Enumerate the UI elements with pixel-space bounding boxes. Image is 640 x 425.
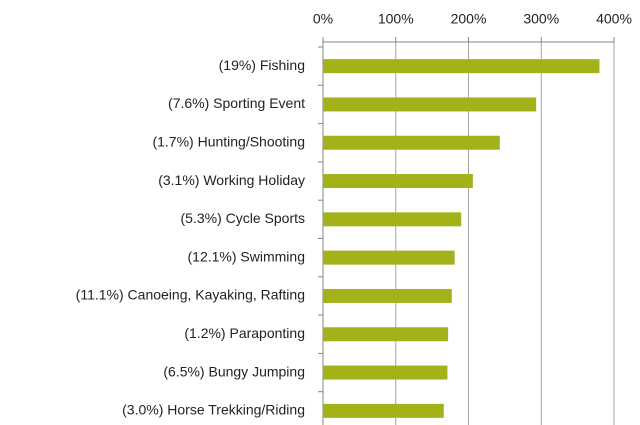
y-tick-label: (5.3%) Cycle Sports [181,210,305,226]
bar [323,403,444,418]
x-tick-label: 200% [451,11,487,27]
x-tick-label: 300% [523,11,559,27]
y-tick-label: (11.1%) Canoeing, Kayaking, Rafting [76,287,305,303]
y-tick-label: (3.1%) Working Holiday [158,172,305,188]
bar [323,97,537,112]
bar [323,212,462,227]
y-tick-label: (7.6%) Sporting Event [168,95,305,111]
bar [323,327,449,342]
y-tick-label: (3.0%) Horse Trekking/Riding [122,402,305,418]
y-tick-label: (1.7%) Hunting/Shooting [152,133,305,149]
y-tick-label: (6.5%) Bungy Jumping [163,363,305,379]
y-tick-label: (19%) Fishing [219,57,305,73]
y-tick-label: (12.1%) Swimming [188,248,305,264]
y-tick-label: (1.2%) Paraponting [184,325,305,341]
bar [323,250,455,265]
bar [323,59,600,74]
x-tick-label: 100% [378,11,414,27]
bar [323,288,452,303]
bar [323,365,448,380]
x-tick-label: 400% [596,11,632,27]
bar [323,174,473,189]
x-tick-label: 0% [313,11,333,27]
bar [323,135,500,150]
